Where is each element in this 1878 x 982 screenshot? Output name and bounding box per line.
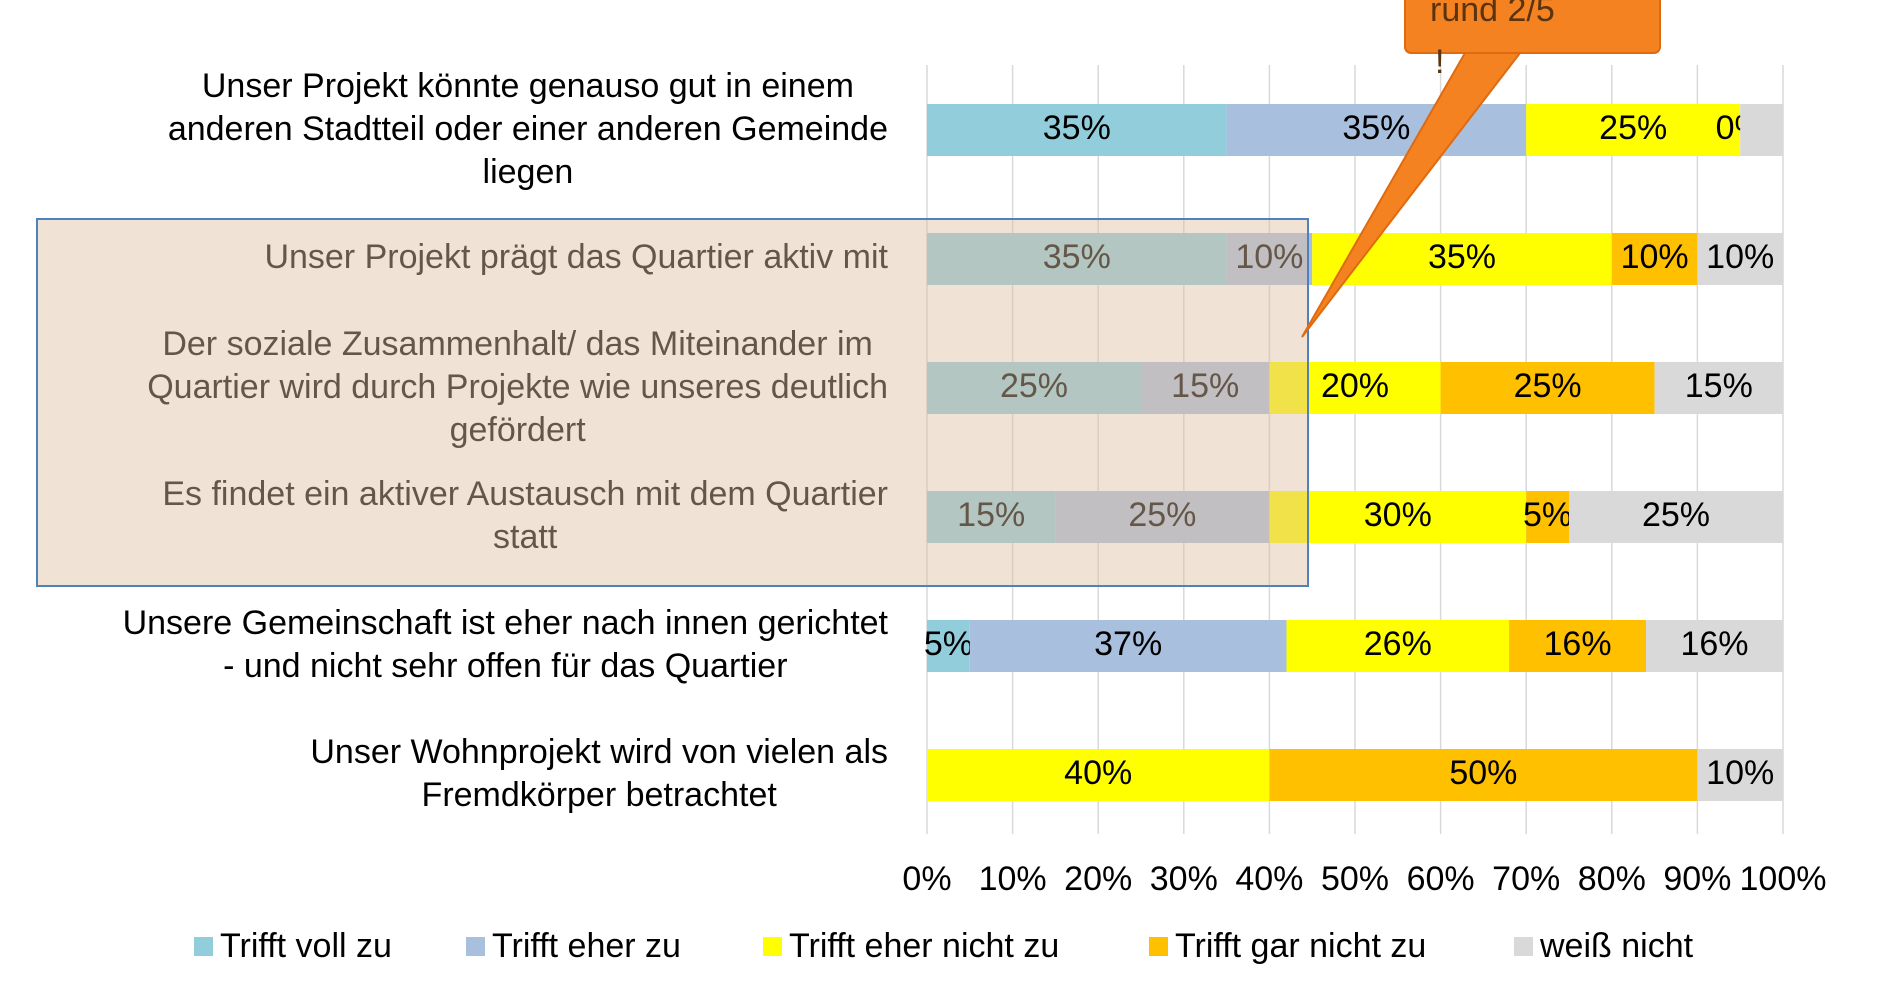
- category-label: Unser Wohnprojekt wird von vielen als Fre…: [310, 733, 888, 814]
- data-label: 37%: [1094, 625, 1162, 663]
- legend-swatch: [763, 937, 782, 956]
- data-label: 20%: [1321, 367, 1389, 405]
- callout-pointer: [1301, 52, 1523, 338]
- legend-label: Trifft voll zu: [220, 927, 392, 965]
- legend-label: Trifft eher nicht zu: [789, 927, 1059, 965]
- category-label: Unsere Gemeinschaft ist eher nach innen …: [123, 604, 889, 685]
- bar-segment: [927, 620, 970, 672]
- category-label: Der soziale Zusammenhalt/ das Miteinande…: [147, 325, 888, 449]
- data-label: 10%: [1706, 754, 1774, 792]
- x-tick-label: 0%: [902, 860, 951, 898]
- data-label: 50%: [1449, 754, 1517, 792]
- bar-segment: [1654, 362, 1783, 414]
- legend-label: weiß nicht: [1539, 927, 1694, 965]
- bar-segment: [1141, 362, 1270, 414]
- data-label: 35%: [1043, 109, 1111, 147]
- x-tick-label: 40%: [1235, 860, 1303, 898]
- bar-segment: [1697, 749, 1783, 801]
- bar-segment: [1569, 491, 1783, 543]
- data-label: 16%: [1544, 625, 1612, 663]
- data-label: 30%: [1364, 496, 1432, 534]
- bar-segment: [1526, 491, 1569, 543]
- x-tick-label: 90%: [1663, 860, 1731, 898]
- x-tick-label: 10%: [979, 860, 1047, 898]
- data-label: 35%: [1043, 238, 1111, 276]
- data-label: 5%: [924, 625, 973, 663]
- data-label: 40%: [1064, 754, 1132, 792]
- legend-swatch: [466, 937, 485, 956]
- bar-segment: [1226, 104, 1527, 156]
- x-tick-label: 30%: [1150, 860, 1218, 898]
- category-text: Der soziale Zusammenhalt/ das Miteinande…: [147, 325, 888, 449]
- x-tick-label: 20%: [1064, 860, 1132, 898]
- data-label: 25%: [1514, 367, 1582, 405]
- data-label: 25%: [1000, 367, 1068, 405]
- bar-segment: [927, 233, 1227, 285]
- highlight-box: [36, 218, 1309, 587]
- legend-label: Trifft eher zu: [492, 927, 681, 965]
- data-label: 10%: [1235, 238, 1303, 276]
- legend-label: Trifft gar nicht zu: [1175, 927, 1426, 965]
- category-text: Es findet ein aktiver Austausch mit dem …: [162, 475, 888, 556]
- callout-box: [1404, 0, 1661, 54]
- data-label: 35%: [1342, 109, 1410, 147]
- category-label: Unser Projekt prägt das Quartier aktiv m…: [264, 238, 888, 276]
- bar-segment: [969, 620, 1287, 672]
- data-label: 15%: [1171, 367, 1239, 405]
- data-label: 25%: [1128, 496, 1196, 534]
- bar-segment: [927, 104, 1227, 156]
- data-label: 15%: [1685, 367, 1753, 405]
- data-label: 16%: [1680, 625, 1748, 663]
- bar-segment: [1440, 362, 1655, 414]
- data-label: 25%: [1599, 109, 1667, 147]
- data-label: 10%: [1706, 238, 1774, 276]
- data-label: 35%: [1428, 238, 1496, 276]
- category-text: Unser Projekt prägt das Quartier aktiv m…: [264, 238, 888, 276]
- bar-segment: [927, 749, 1270, 801]
- data-label: 15%: [957, 496, 1025, 534]
- bar-segment: [1740, 104, 1783, 156]
- bar-segment: [1269, 749, 1698, 801]
- bar-segment: [1526, 104, 1741, 156]
- bar-segment: [927, 491, 1056, 543]
- x-tick-label: 80%: [1578, 860, 1646, 898]
- bar-segment: [1286, 620, 1510, 672]
- category-text: Unser Wohnprojekt wird von vielen als Fre…: [310, 733, 888, 814]
- category-text: Unsere Gemeinschaft ist eher nach innen …: [123, 604, 889, 685]
- data-label: 5%: [1523, 496, 1572, 534]
- data-label: 10%: [1621, 238, 1689, 276]
- callout-text: rund 2/5: [1430, 0, 1555, 29]
- category-label: Es findet ein aktiver Austausch mit dem …: [162, 475, 888, 556]
- bar-segment: [1646, 620, 1783, 672]
- bar-segment: [1269, 491, 1527, 543]
- bar-segment: [1226, 233, 1313, 285]
- bar-segment: [1269, 362, 1441, 414]
- category-text: Unser Projekt könnte genauso gut in eine…: [168, 67, 888, 191]
- callout-text: !: [1435, 43, 1444, 81]
- bar-segment: [1611, 233, 1698, 285]
- x-tick-label: 60%: [1407, 860, 1475, 898]
- x-tick-label: 70%: [1492, 860, 1560, 898]
- data-label: 25%: [1642, 496, 1710, 534]
- bar-segment: [1055, 491, 1270, 543]
- data-label: 26%: [1364, 625, 1432, 663]
- bar-segment: [927, 362, 1141, 414]
- x-tick-label: 100%: [1740, 860, 1827, 898]
- legend-swatch: [194, 937, 213, 956]
- x-tick-label: 50%: [1321, 860, 1389, 898]
- legend-swatch: [1149, 937, 1168, 956]
- category-label: Unser Projekt könnte genauso gut in eine…: [168, 67, 888, 191]
- legend-swatch: [1514, 937, 1533, 956]
- bar-segment: [1697, 233, 1783, 285]
- bar-segment: [1509, 620, 1647, 672]
